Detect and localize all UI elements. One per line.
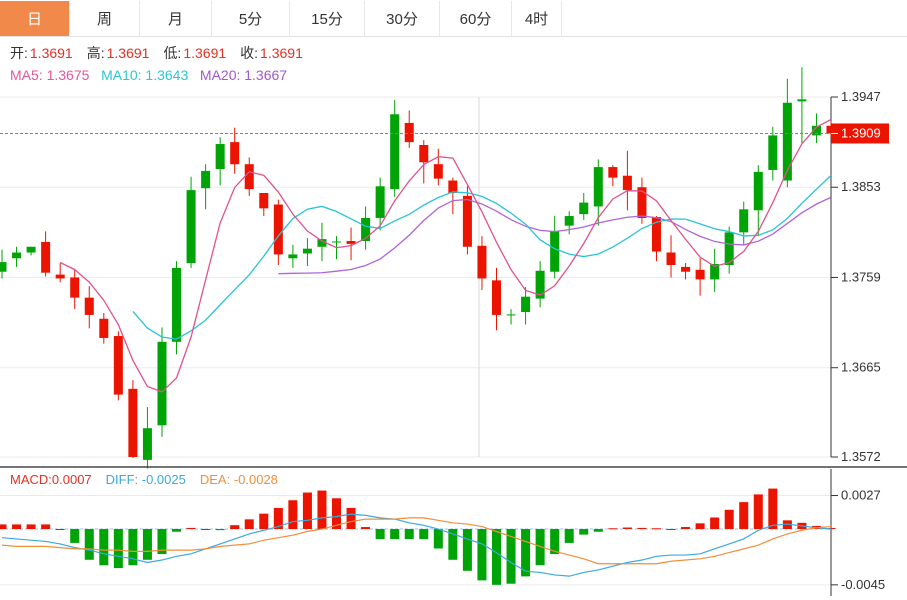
- svg-text:1.3759: 1.3759: [841, 269, 881, 284]
- svg-text:1.3853: 1.3853: [841, 179, 881, 194]
- svg-text:-0.0045: -0.0045: [841, 577, 885, 592]
- svg-text:1.3947: 1.3947: [841, 89, 881, 104]
- svg-text:1.3665: 1.3665: [841, 360, 881, 375]
- svg-text:0.0027: 0.0027: [841, 488, 881, 503]
- svg-text:1.3909: 1.3909: [841, 125, 881, 140]
- svg-text:1.3572: 1.3572: [841, 449, 881, 464]
